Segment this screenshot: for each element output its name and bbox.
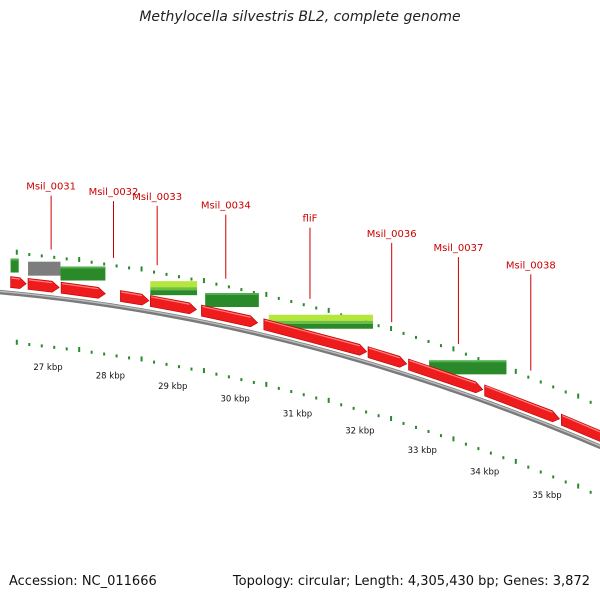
green-block-highlight bbox=[10, 258, 19, 261]
scale-label: 28 kbp bbox=[96, 371, 125, 381]
gene-label[interactable]: Msil_0034 bbox=[201, 201, 251, 212]
green-block bbox=[150, 290, 198, 296]
gene-arrow-highlight bbox=[11, 277, 20, 280]
green-block bbox=[268, 323, 373, 329]
light-green-block bbox=[268, 314, 373, 321]
gene-arrow-highlight bbox=[485, 385, 553, 413]
green-block bbox=[429, 360, 507, 375]
gene-label[interactable]: Msil_0037 bbox=[434, 243, 484, 254]
scale-label: 35 kbp bbox=[532, 491, 561, 501]
gray-block bbox=[28, 261, 61, 276]
scale-label: 29 kbp bbox=[158, 382, 187, 392]
green-block-highlight bbox=[60, 266, 106, 269]
gene-arrow-highlight bbox=[264, 319, 360, 347]
gene-arrow-highlight bbox=[151, 296, 190, 305]
scale-label: 32 kbp bbox=[345, 427, 374, 437]
gene-arrow[interactable] bbox=[60, 281, 106, 299]
gene-label[interactable]: Msil_0036 bbox=[367, 229, 417, 240]
scale-label: 33 kbp bbox=[408, 446, 437, 456]
tick-marks bbox=[15, 249, 592, 494]
genome-title: Methylocella silvestris BL2, complete ge… bbox=[139, 9, 461, 25]
backbone-line bbox=[0, 289, 600, 450]
green-block-highlight bbox=[429, 360, 507, 363]
gene-label[interactable]: Msil_0032 bbox=[89, 187, 139, 198]
gene-arrow[interactable] bbox=[120, 290, 150, 306]
scale-label: 34 kbp bbox=[470, 467, 499, 477]
gene-arrow-highlight bbox=[121, 291, 143, 297]
gene-arrow-highlight bbox=[202, 305, 251, 318]
gene-label[interactable]: Msil_0033 bbox=[132, 192, 182, 203]
feature-blocks bbox=[10, 258, 507, 375]
gene-arrow-highlight bbox=[62, 283, 99, 290]
gene-arrow-highlight bbox=[562, 415, 600, 433]
scale-label: 30 kbp bbox=[221, 395, 250, 405]
green-block-highlight bbox=[205, 293, 259, 296]
gene-arrows bbox=[10, 276, 600, 445]
green-block bbox=[10, 258, 19, 273]
gene-label[interactable]: fliF bbox=[303, 214, 318, 225]
gene-arrow[interactable] bbox=[367, 346, 408, 368]
mid-green-block bbox=[150, 287, 198, 291]
light-green-block bbox=[150, 281, 198, 288]
gene-arrow-highlight bbox=[368, 347, 400, 359]
gene-arrow[interactable] bbox=[27, 278, 60, 293]
gene-arrow[interactable] bbox=[150, 295, 197, 315]
scale-label: 31 kbp bbox=[283, 410, 312, 420]
gene-arrow-highlight bbox=[409, 359, 476, 384]
gene-arrow[interactable] bbox=[10, 276, 27, 289]
scale-labels: 27 kbp 28 kbp 29 kbp 30 kbp 31 kbp 32 kbp 33 k… bbox=[33, 363, 561, 501]
green-block bbox=[205, 293, 259, 308]
gene-arrow[interactable] bbox=[263, 318, 368, 356]
gene-label[interactable]: Msil_0031 bbox=[26, 182, 76, 193]
topology-text: Topology: circular; Length: 4,305,430 bp… bbox=[232, 574, 590, 589]
green-block bbox=[60, 266, 106, 281]
gene-arrow[interactable] bbox=[484, 384, 560, 423]
gene-arrow[interactable] bbox=[201, 304, 259, 328]
gene-arrow-highlight bbox=[28, 279, 53, 284]
accession-text: Accession: NC_011666 bbox=[9, 574, 157, 589]
gene-arrow[interactable] bbox=[408, 358, 484, 394]
scale-label: 27 kbp bbox=[33, 363, 62, 373]
genome-backbone bbox=[0, 289, 600, 450]
gene-arrow[interactable] bbox=[560, 413, 600, 445]
gene-label[interactable]: Msil_0038 bbox=[506, 260, 556, 271]
backbone-highlight bbox=[0, 290, 600, 447]
mid-green-block bbox=[268, 320, 373, 324]
